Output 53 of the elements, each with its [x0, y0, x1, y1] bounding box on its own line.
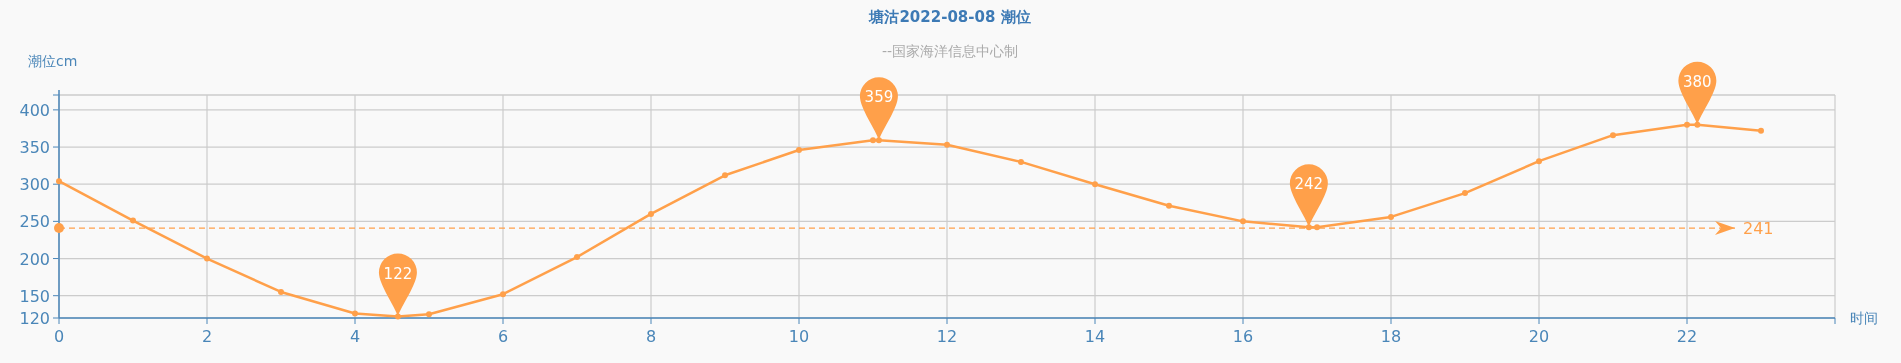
x-tick-label: 2 — [201, 327, 213, 346]
point — [426, 311, 432, 318]
point — [870, 137, 876, 144]
point — [500, 291, 506, 298]
x-tick-label: 16 — [1232, 327, 1254, 346]
annotation: 122 — [383, 264, 413, 283]
point — [1610, 132, 1616, 139]
point — [278, 288, 284, 295]
x-tick-label: 8 — [645, 327, 657, 346]
x-tick-label: 22 — [1676, 327, 1698, 346]
chart-title: 塘沽2022-08-08 潮位 — [868, 8, 1031, 26]
point — [796, 147, 802, 154]
x-tick-label: 20 — [1528, 327, 1550, 346]
annotation: 242 — [1294, 175, 1324, 194]
point — [722, 172, 728, 179]
y-axis-title: 潮位cm — [28, 53, 78, 69]
chart-subtitle: --国家海洋信息中心制 — [881, 43, 1019, 59]
point — [204, 255, 210, 262]
y-tick-label: 150 — [19, 286, 50, 306]
point — [1092, 181, 1098, 188]
y-tick-label: 350 — [19, 138, 50, 158]
x-axis-title: 时间 — [1850, 310, 1878, 326]
x-tick-label: 12 — [936, 327, 958, 346]
x-tick-label: 10 — [788, 327, 810, 346]
x-tick-label: 4 — [349, 327, 361, 346]
point — [1758, 127, 1764, 134]
point — [1684, 121, 1690, 128]
point — [1462, 190, 1468, 197]
y-tick-label: 120 — [19, 309, 50, 328]
point — [944, 141, 950, 148]
y-tick-label: 400 — [19, 100, 50, 120]
point — [130, 217, 136, 224]
point — [648, 210, 654, 217]
x-tick-label: 18 — [1380, 327, 1402, 346]
point — [352, 310, 358, 317]
annotation: 380 — [1683, 72, 1712, 91]
annotation: 359 — [864, 88, 894, 107]
point — [574, 254, 580, 261]
y-tick-label: 200 — [19, 249, 50, 269]
point — [1694, 121, 1701, 128]
point — [1166, 202, 1172, 209]
x-tick-label: 6 — [497, 327, 509, 346]
point — [1240, 218, 1246, 225]
y-tick-label: 300 — [19, 175, 50, 195]
point — [56, 178, 62, 185]
point — [1536, 158, 1542, 165]
x-tick-label: 14 — [1084, 327, 1106, 346]
point — [1388, 213, 1394, 220]
y-tick-label: 250 — [19, 212, 50, 232]
point — [1314, 224, 1320, 231]
x-tick-label: 0 — [53, 327, 65, 346]
point — [1018, 158, 1024, 165]
ref-line-label: 241 — [1743, 219, 1774, 239]
